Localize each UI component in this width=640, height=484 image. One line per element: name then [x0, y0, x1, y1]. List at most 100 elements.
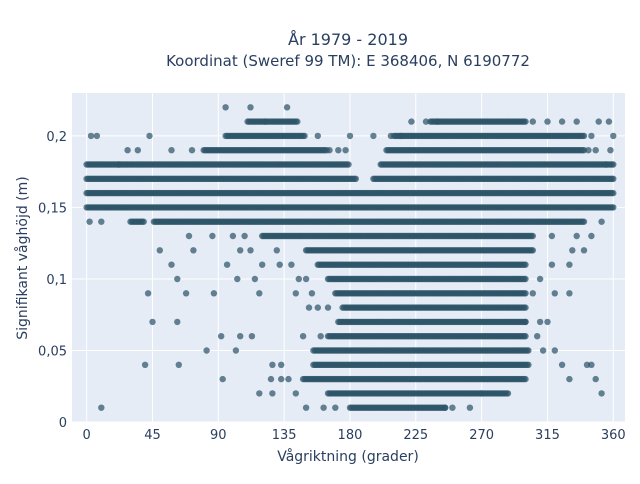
data-point	[223, 261, 231, 268]
data-point	[558, 361, 566, 368]
data-point	[610, 132, 617, 140]
data-point	[346, 132, 354, 140]
data-point	[278, 361, 285, 368]
x-axis-ticks: 0 45 90 135 180 225 270 315 360	[82, 428, 625, 443]
data-point	[276, 261, 283, 268]
data-point	[302, 404, 310, 411]
x-tick-label: 225	[403, 428, 428, 443]
data-point	[610, 161, 617, 168]
data-point	[534, 333, 541, 340]
data-point	[544, 318, 551, 326]
data-point	[261, 118, 269, 125]
data-point	[146, 132, 153, 140]
data-point	[273, 247, 280, 254]
data-point	[229, 232, 237, 240]
data-point	[301, 132, 308, 140]
data-point	[326, 147, 333, 154]
data-point	[610, 189, 617, 197]
data-point	[478, 390, 485, 397]
data-point	[335, 147, 342, 154]
data-point	[247, 247, 254, 254]
data-point	[536, 318, 544, 326]
data-point	[232, 347, 240, 354]
data-point	[558, 118, 566, 125]
data-point	[237, 247, 244, 254]
data-point	[390, 132, 398, 140]
plot-area	[72, 93, 625, 422]
data-point	[174, 275, 181, 283]
x-tick-label: 360	[601, 428, 626, 443]
data-point	[174, 318, 181, 326]
data-point	[285, 375, 292, 383]
data-point	[536, 275, 544, 283]
data-point	[610, 204, 617, 211]
data-point	[185, 232, 193, 240]
data-point	[598, 390, 605, 397]
data-point	[607, 147, 614, 154]
data-point	[86, 218, 93, 225]
x-tick-label: 315	[535, 428, 560, 443]
data-point	[522, 261, 529, 268]
data-point	[305, 304, 313, 311]
data-point	[583, 361, 591, 368]
data-point	[580, 147, 588, 154]
data-point	[210, 290, 218, 297]
x-tick-label: 270	[469, 428, 494, 443]
chart-title: År 1979 - 2019	[288, 30, 408, 49]
data-point	[466, 404, 474, 411]
data-point	[588, 132, 595, 140]
data-point	[525, 347, 532, 354]
data-point	[580, 218, 588, 225]
data-point	[247, 104, 254, 111]
data-point	[383, 147, 390, 154]
data-point	[595, 118, 602, 125]
data-point	[573, 232, 580, 240]
data-point	[370, 132, 377, 140]
data-point	[522, 333, 529, 340]
data-point	[529, 247, 536, 254]
x-tick-label: 45	[144, 428, 161, 443]
data-point	[525, 361, 532, 368]
data-point	[342, 147, 349, 154]
data-point	[209, 232, 216, 240]
data-point	[522, 290, 529, 297]
data-point	[308, 290, 316, 297]
data-point	[317, 333, 324, 340]
data-point	[548, 261, 556, 268]
data-point	[294, 118, 301, 125]
x-tick-label: 180	[338, 428, 363, 443]
chart-subtitle: Koordinat (Sweref 99 TM): E 368406, N 61…	[166, 52, 530, 70]
data-point	[267, 375, 275, 383]
data-point	[182, 290, 190, 297]
data-point	[592, 147, 599, 154]
data-point	[605, 118, 613, 125]
data-point	[504, 390, 512, 397]
data-point	[144, 290, 152, 297]
data-point	[427, 118, 434, 125]
data-point	[248, 333, 256, 340]
data-point	[324, 304, 332, 311]
data-point	[529, 118, 536, 125]
y-axis-label: Signifikant våghöjd (m)	[14, 176, 31, 339]
data-points	[83, 104, 617, 411]
data-point	[299, 333, 307, 340]
y-tick-label: 0,2	[46, 130, 67, 145]
data-point	[588, 232, 595, 240]
y-axis-ticks: 0 0,05 0,1 0,15 0,2	[38, 130, 67, 431]
data-point	[551, 290, 558, 297]
data-point	[592, 375, 599, 383]
y-tick-label: 0,1	[46, 273, 67, 288]
data-point	[98, 218, 105, 225]
data-point	[422, 118, 430, 125]
data-point	[190, 247, 197, 254]
data-point	[529, 290, 536, 297]
data-point	[237, 333, 244, 340]
data-point	[288, 261, 295, 268]
data-point	[522, 275, 529, 283]
x-tick-label: 0	[82, 428, 90, 443]
data-point	[598, 218, 605, 225]
data-point	[278, 375, 285, 383]
data-point	[566, 290, 573, 297]
data-point	[156, 247, 163, 254]
